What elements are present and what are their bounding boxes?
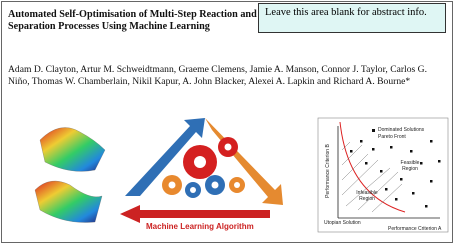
dominated-point xyxy=(400,178,403,181)
dominated-point xyxy=(430,140,433,143)
dominated-point xyxy=(360,140,363,143)
dominated-point xyxy=(425,205,428,208)
x-label: Performance Criterion A xyxy=(388,226,441,232)
dominated-point xyxy=(412,192,415,195)
region-label: Infeasible Region xyxy=(352,190,382,202)
dominated-point xyxy=(390,146,393,149)
dominated-point xyxy=(365,162,368,165)
cycle-label: Machine Learning Algorithm xyxy=(146,222,254,231)
legend-entry: Dominated Solutions xyxy=(378,127,424,133)
page: Automated Self-Optimisation of Multi-Ste… xyxy=(0,0,454,244)
dominated-point xyxy=(380,170,383,173)
dominated-point xyxy=(350,150,353,153)
y-label: Performance Criterion B xyxy=(325,144,331,198)
dominated-point xyxy=(385,188,388,191)
legend-entry: Pareto Front xyxy=(378,134,406,140)
dominated-point xyxy=(438,160,441,163)
region-label: Feasible Region xyxy=(395,160,425,172)
dominated-point xyxy=(395,198,398,201)
surfaces xyxy=(35,128,105,223)
dominated-point xyxy=(410,150,413,153)
dominated-point xyxy=(430,180,433,183)
region-label: Utopian Solution xyxy=(324,220,361,226)
dominated-point xyxy=(372,148,375,151)
